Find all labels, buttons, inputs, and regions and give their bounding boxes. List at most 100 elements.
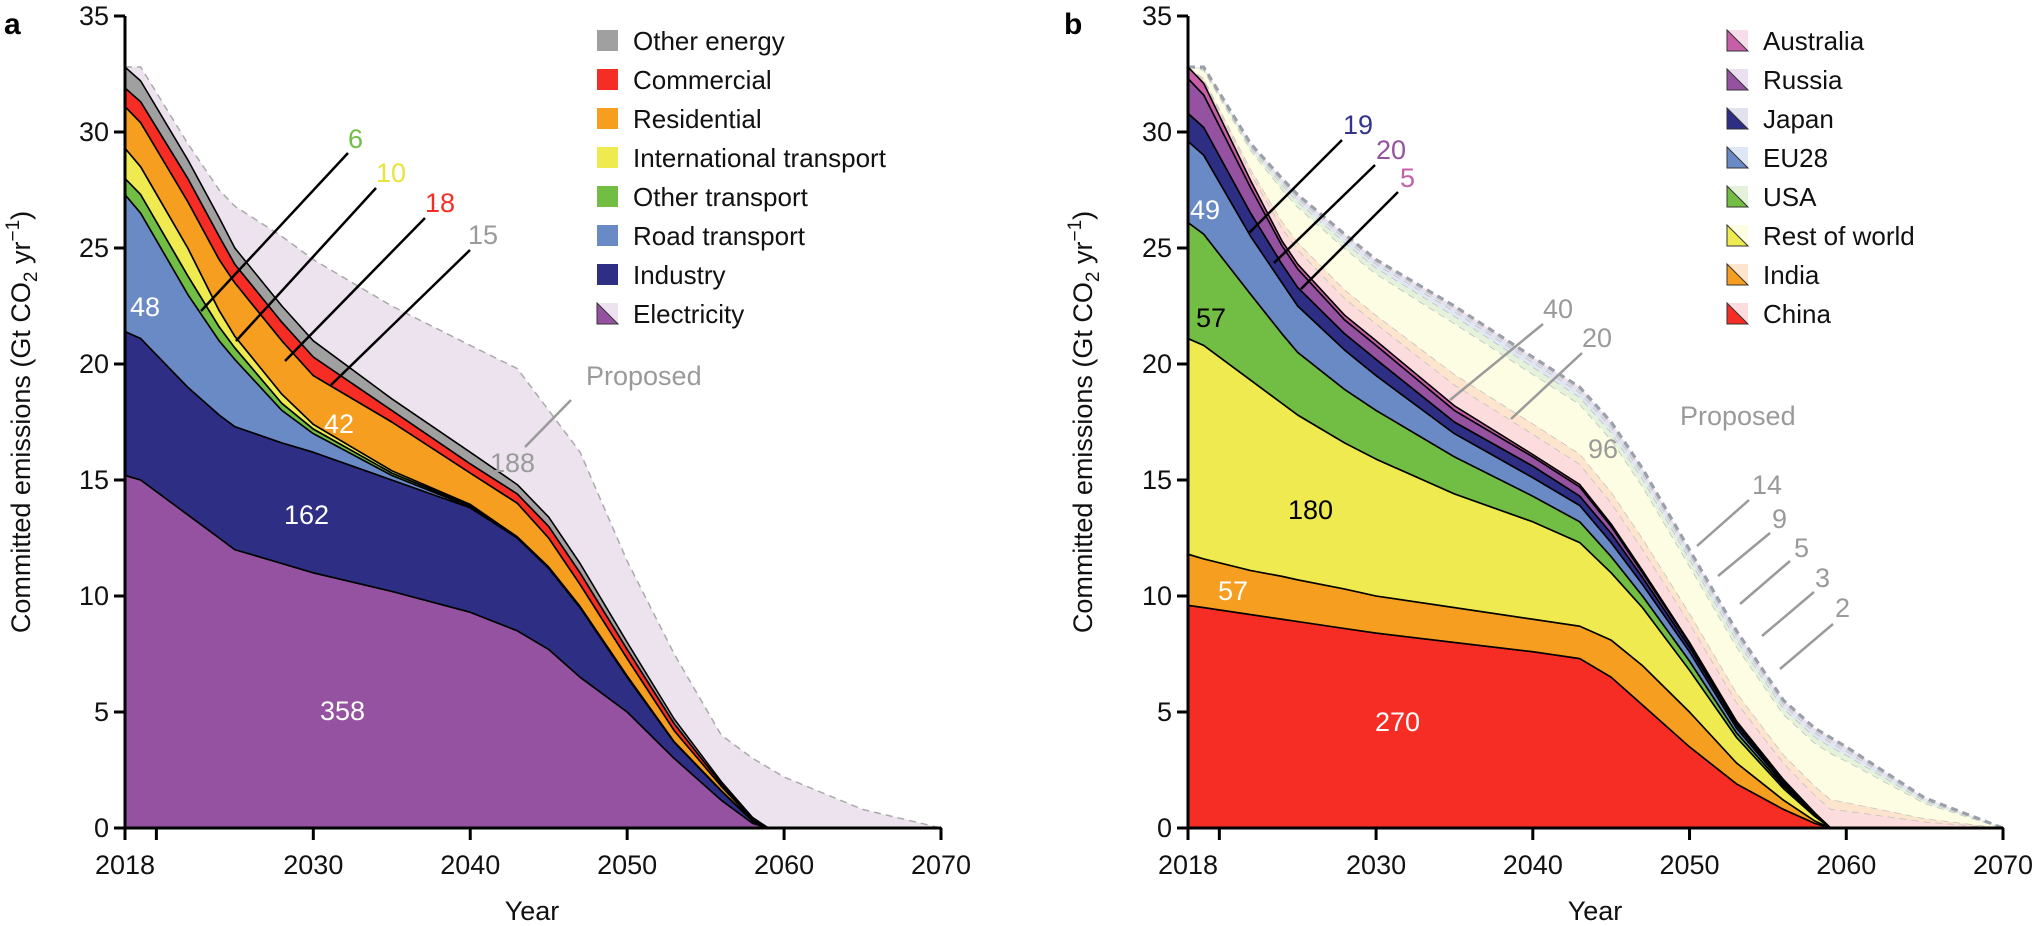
x-tick-label: 2040 [440,850,500,880]
x-tick-label: 2018 [95,850,155,880]
legend-label: EU28 [1763,143,1828,173]
legend-item-japan: Japan [1726,104,1834,134]
y-tick-label: 15 [1142,465,1172,495]
label-russia-total: 20 [1376,135,1406,165]
x-tick-label: 2050 [1659,850,1719,880]
leader-line-russia [1273,164,1376,264]
legend-label: Other transport [633,182,809,212]
legend-item-usa: USA [1726,182,1817,212]
proposed-area-rest-of-world [1188,67,2003,828]
x-tick-label: 2018 [1158,850,1218,880]
legend-swatch [1726,301,1750,325]
y-tick-label: 5 [1157,697,1172,727]
label-residential-total: 42 [324,409,354,439]
y-tick-label: 10 [1142,581,1172,611]
label-india-total: 57 [1218,576,1248,606]
label-usa-total: 57 [1196,303,1226,333]
leader-line-russia-proposed [1761,591,1815,637]
label-australia-total: 5 [1400,163,1415,193]
legend-swatch [1726,106,1750,130]
panel-a-legend: Other energy Commercial Residential Interna… [596,26,887,329]
leader-line-other-transport [200,152,349,312]
legend-item-australia: Australia [1726,26,1865,56]
panel-b-letter: b [1064,8,1082,41]
y-tick-label: 35 [1142,1,1172,31]
legend-swatch [1726,145,1750,169]
y-tick-label: 30 [1142,117,1172,147]
legend-swatch [597,108,618,129]
label-eu28-proposed-total: 9 [1772,504,1787,534]
x-tick-label: 2040 [1503,850,1563,880]
legend-label: Australia [1763,26,1865,56]
label-japan-total: 19 [1343,110,1373,140]
leader-line-commercial [284,217,426,362]
proposed-area [125,67,941,828]
leader-line-australia [1300,191,1399,290]
leader-line-other-energy [330,249,471,386]
panel-b-legend: Australia Russia Japan EU28 USA Rest of world… [1726,26,1915,329]
label-industry-total: 162 [284,500,329,530]
legend-item-industry: Industry [597,260,726,290]
legend-item-electricity: Electricity [596,299,744,329]
label-commercial-total: 18 [425,188,455,218]
leader-line-eu28-proposed [1717,532,1771,577]
legend-label: Japan [1763,104,1834,134]
label-rest-of-world-total: 180 [1288,495,1333,525]
panel-a-axes: 0 5 10 15 20 25 30 35 2018 2030 2040 2050 2060 2070 [79,1,971,880]
proposed-boundary-australia [1188,65,2004,830]
label-other-transport-total: 6 [348,124,363,154]
legend-label: Russia [1763,65,1843,95]
legend-item-commercial: Commercial [597,65,772,95]
legend-swatch [1726,262,1750,286]
legend-item-china: China [1726,299,1831,329]
y-tick-label: 35 [79,1,109,31]
label-russia-proposed-total: 3 [1815,563,1830,593]
label-proposed-total: 188 [490,448,535,478]
legend-label: Rest of world [1763,221,1915,251]
label-japan-proposed-total: 5 [1794,533,1809,563]
y-tick-label: 30 [79,117,109,147]
y-tick-label: 20 [1142,349,1172,379]
leader-line-proposed [524,399,572,448]
legend-label: Other energy [633,26,785,56]
y-tick-label: 25 [1142,233,1172,263]
y-tick-label: 15 [79,465,109,495]
label-china-proposed-total: 40 [1543,294,1573,324]
panel-a-ylabel: Committed emissions (Gt CO2 yr−1) [3,211,42,633]
legend-item-international-transport: International transport [597,143,887,173]
legend-swatch [597,264,618,285]
x-tick-label: 2070 [911,850,971,880]
leader-line-australia-proposed [1779,623,1834,670]
label-usa-proposed-total: 14 [1752,470,1782,500]
legend-swatch [597,225,618,246]
panel-b-annotations [1248,139,1834,670]
x-tick-label: 2030 [1346,850,1406,880]
label-rest-of-world-proposed-total: 96 [1588,434,1618,464]
x-tick-label: 2060 [1816,850,1876,880]
y-tick-label: 0 [94,813,109,843]
legend-label: Electricity [633,299,744,329]
leader-line-china-proposed [1449,323,1544,401]
label-australia-proposed-total: 2 [1835,593,1850,623]
legend-label: China [1763,299,1831,329]
x-tick-label: 2050 [597,850,657,880]
legend-swatch [1726,67,1750,91]
legend-item-india: India [1726,260,1820,290]
y-tick-label: 20 [79,349,109,379]
y-tick-label: 10 [79,581,109,611]
legend-item-eu28: EU28 [1726,143,1828,173]
y-tick-label: 0 [1157,813,1172,843]
legend-label: Commercial [633,65,772,95]
legend-swatch [597,147,618,168]
leader-line-japan [1248,139,1343,234]
proposed-boundary [125,66,942,829]
legend-item-road-transport: Road transport [597,221,806,251]
legend-item-residential: Residential [597,104,762,134]
legend-label: Residential [633,104,762,134]
legend-swatch [1726,223,1750,247]
label-other-energy-total: 15 [468,220,498,250]
legend-swatch [597,186,618,207]
leader-line-japan-proposed [1739,560,1791,605]
legend-swatch [1726,28,1750,52]
